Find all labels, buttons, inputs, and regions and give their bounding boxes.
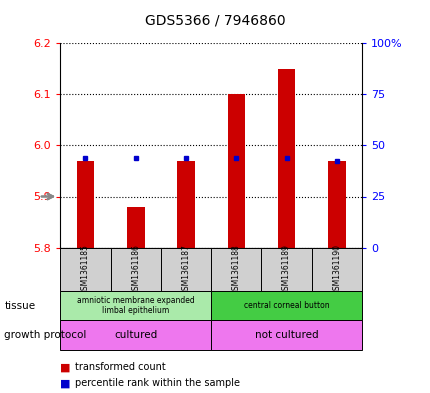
Bar (261, 248, 311, 291)
Bar (160, 248, 211, 291)
Text: ■: ■ (60, 362, 71, 373)
Text: GSM1361187: GSM1361187 (181, 244, 190, 295)
Bar (127, 207, 144, 248)
Text: percentile rank within the sample: percentile rank within the sample (75, 378, 240, 388)
Text: GSM1361189: GSM1361189 (282, 244, 290, 295)
Text: GSM1361186: GSM1361186 (131, 244, 140, 295)
Text: amniotic membrane expanded
limbal epithelium: amniotic membrane expanded limbal epithe… (77, 296, 194, 315)
Bar (77, 161, 94, 248)
Text: GSM1361190: GSM1361190 (332, 244, 341, 295)
Text: ■: ■ (60, 378, 71, 388)
Bar (311, 248, 361, 291)
Bar (111, 248, 160, 291)
Text: GSM1361185: GSM1361185 (81, 244, 90, 295)
Bar (327, 161, 345, 248)
Text: cultured: cultured (114, 330, 157, 340)
Text: growth protocol: growth protocol (4, 330, 86, 340)
Bar (60, 291, 211, 320)
Bar (60, 248, 111, 291)
Text: transformed count: transformed count (75, 362, 166, 373)
Bar (227, 94, 245, 248)
Text: GDS5366 / 7946860: GDS5366 / 7946860 (145, 14, 285, 28)
Bar (211, 248, 261, 291)
Bar (211, 291, 361, 320)
Text: GSM1361188: GSM1361188 (231, 244, 240, 295)
Text: central corneal button: central corneal button (243, 301, 329, 310)
Bar (211, 320, 361, 350)
Text: tissue: tissue (4, 301, 35, 311)
Bar (177, 161, 194, 248)
Bar (277, 69, 295, 248)
Bar (60, 320, 211, 350)
Text: not cultured: not cultured (254, 330, 318, 340)
